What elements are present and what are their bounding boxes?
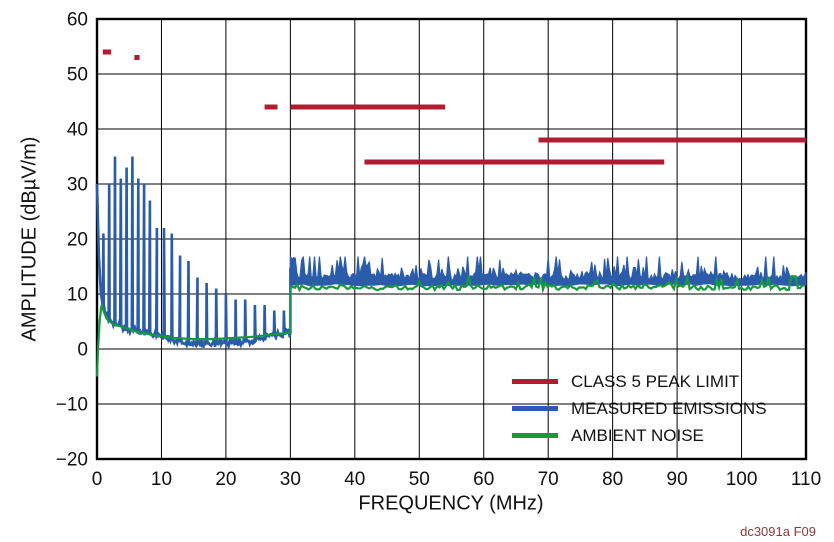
x-tick-label: 100: [726, 469, 758, 490]
y-tick-label: 30: [67, 175, 88, 196]
x-tick-label: 80: [602, 469, 623, 490]
y-axis-title: AMPLITUDE (dBµV/m): [18, 136, 41, 342]
x-tick-label: 20: [215, 469, 236, 490]
measured-emissions-trace-high: [289, 254, 807, 287]
x-tick-label: 30: [280, 469, 301, 490]
ambient-noise-trace: [95, 273, 805, 377]
y-tick-label: 40: [67, 120, 88, 141]
y-tick-label: −20: [56, 450, 88, 471]
legend-item-ambient-noise: AMBIENT NOISE: [512, 426, 767, 445]
x-tick-label: 50: [409, 469, 430, 490]
legend-label-measured: MEASURED EMISSIONS: [571, 398, 767, 418]
legend-item-measured-emissions: MEASURED EMISSIONS: [512, 399, 767, 418]
x-tick-label: 60: [473, 469, 494, 490]
y-tick-label: 0: [77, 340, 88, 361]
y-tick-label: 60: [67, 10, 88, 31]
y-tick-label: 50: [67, 65, 88, 86]
y-tick-label: −10: [56, 395, 88, 416]
y-tick-label: 20: [67, 230, 88, 251]
figure-caption: dc3091a F09: [740, 524, 816, 539]
x-tick-label: 10: [151, 469, 172, 490]
x-tick-label: 90: [667, 469, 688, 490]
legend-swatch-measured: [512, 406, 558, 411]
chart-legend: CLASS 5 PEAK LIMIT MEASURED EMISSIONS AM…: [512, 372, 767, 445]
measured-emissions-trace-low: [95, 156, 292, 351]
legend-item-class5-peak-limit: CLASS 5 PEAK LIMIT: [512, 372, 767, 391]
plot-border: [95, 17, 808, 461]
legend-swatch-ambient: [512, 433, 558, 438]
x-tick-label: 70: [538, 469, 559, 490]
x-axis-title: FREQUENCY (MHz): [358, 492, 544, 515]
legend-label-ambient: AMBIENT NOISE: [571, 425, 704, 445]
x-tick-label: 0: [92, 469, 103, 490]
x-tick-label: 110: [791, 469, 821, 490]
y-tick-label: 10: [67, 285, 88, 306]
x-tick-label: 40: [344, 469, 365, 490]
legend-swatch-class5: [512, 379, 558, 384]
legend-label-class5: CLASS 5 PEAK LIMIT: [571, 371, 740, 391]
